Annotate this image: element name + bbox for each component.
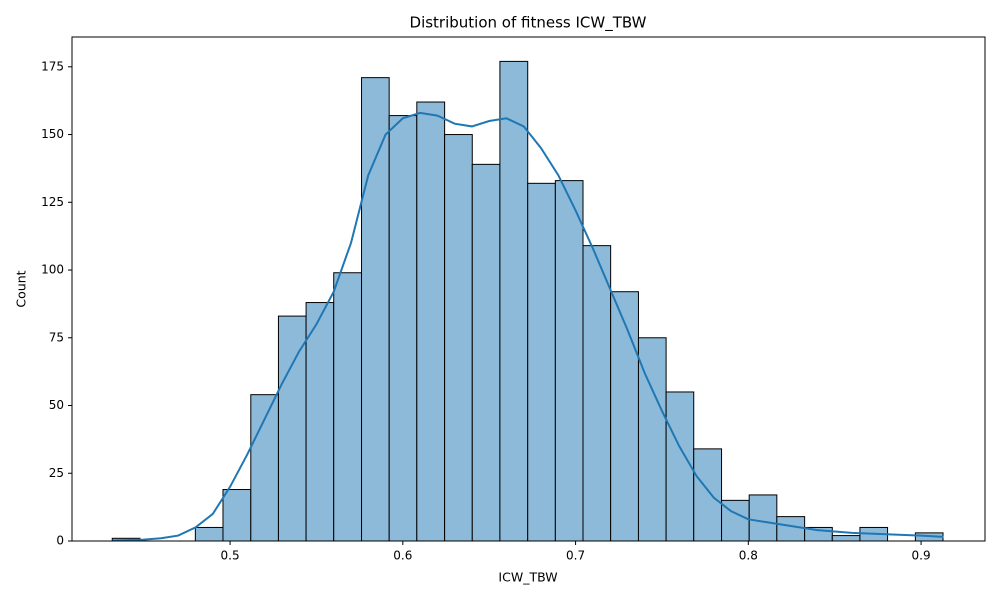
bar <box>527 182 556 542</box>
y-tick-label: 175 <box>41 59 64 73</box>
y-tick-label: 25 <box>49 466 64 480</box>
kde-line <box>112 111 944 542</box>
bar <box>748 494 778 542</box>
bar <box>471 163 501 542</box>
y-tick-label: 50 <box>49 398 64 412</box>
chart-title: Distribution of fitness ICW_TBW <box>410 14 647 33</box>
bar <box>388 115 418 542</box>
x-tick-label: 0.8 <box>739 549 758 563</box>
bar <box>444 134 473 542</box>
bar <box>610 291 639 542</box>
bar <box>250 394 279 542</box>
bar <box>222 489 252 542</box>
bar <box>361 77 390 542</box>
bar <box>831 535 861 542</box>
x-tick-label: 0.9 <box>912 549 931 563</box>
bar <box>305 302 335 542</box>
y-axis-label: Count <box>14 270 29 307</box>
x-tick-label: 0.6 <box>393 549 412 563</box>
bar <box>499 60 529 542</box>
bar <box>582 245 612 542</box>
y-tick-label: 125 <box>41 195 64 209</box>
y-tick-label: 75 <box>49 330 64 344</box>
bar <box>665 391 695 542</box>
y-tick-label: 100 <box>41 263 64 277</box>
plot-frame <box>71 36 986 542</box>
y-tick-label: 0 <box>56 534 64 548</box>
bar <box>416 101 446 542</box>
bar <box>277 315 307 542</box>
y-tick-label: 150 <box>41 127 64 141</box>
bar <box>333 272 363 542</box>
bar <box>554 180 584 542</box>
bar <box>194 526 224 542</box>
x-tick-label: 0.5 <box>221 549 240 563</box>
x-axis-label: ICW_TBW <box>498 570 557 585</box>
bar <box>776 516 806 542</box>
x-tick-label: 0.7 <box>566 549 585 563</box>
bar <box>693 448 723 542</box>
